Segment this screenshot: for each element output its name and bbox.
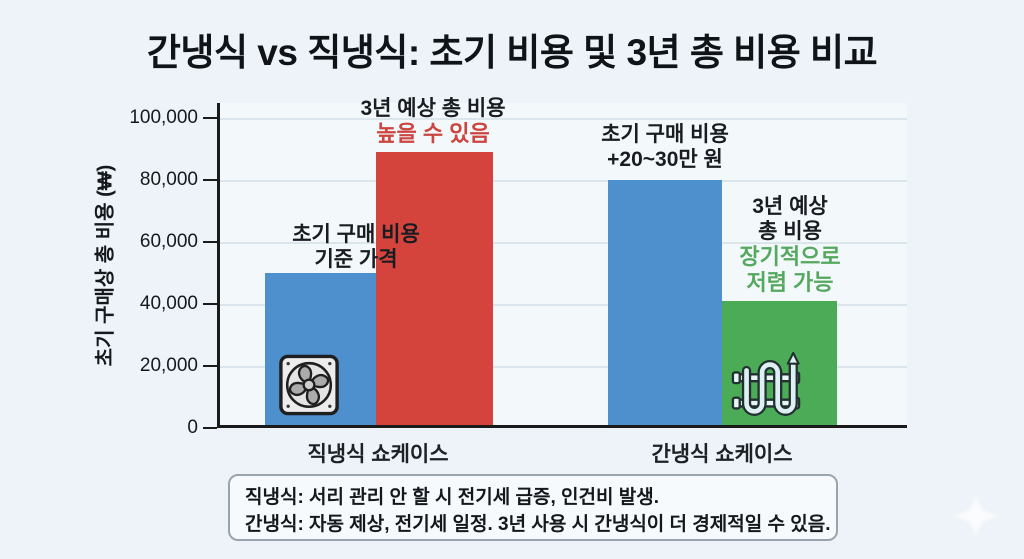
gridline bbox=[219, 180, 907, 182]
y-tick bbox=[203, 365, 217, 367]
gridline bbox=[219, 118, 907, 120]
page-title: 간냉식 vs 직냉식: 초기 비용 및 3년 총 비용 비교 bbox=[146, 32, 878, 73]
x-category-label-indirect: 간냉식 쇼케이스 bbox=[651, 443, 793, 466]
x-axis-line bbox=[217, 425, 907, 428]
y-tick bbox=[203, 427, 217, 429]
note-line-direct: 직냉식: 서리 관리 안 할 시 전기세 급증, 인건비 발생. bbox=[245, 487, 659, 508]
y-tick-label: 20,000 bbox=[139, 355, 198, 376]
y-axis-title: 초기 구매상 총 비용 (₩) bbox=[94, 164, 117, 366]
y-tick bbox=[203, 117, 217, 119]
annotation-direct-3yr: 3년 예상 총 비용 높을 수 있음 bbox=[360, 97, 506, 146]
annotation-indirect-3yr: 3년 예상 총 비용 장기적으로 저렴 가능 bbox=[739, 195, 841, 295]
gridline bbox=[219, 304, 907, 306]
exhaust-fan-icon bbox=[279, 354, 339, 416]
y-axis-line bbox=[217, 103, 220, 428]
note-box: 직냉식: 서리 관리 안 할 시 전기세 급증, 인건비 발생. 간냉식: 자동… bbox=[228, 474, 838, 541]
bar-indirect-initial-cost bbox=[608, 180, 722, 425]
y-tick-label: 0 bbox=[187, 417, 198, 438]
y-tick-label: 60,000 bbox=[139, 231, 198, 252]
gridline bbox=[219, 242, 907, 244]
y-tick-label: 40,000 bbox=[139, 293, 198, 314]
plot-area bbox=[217, 103, 907, 428]
x-category-label-direct: 직냉식 쇼케이스 bbox=[307, 443, 449, 466]
y-tick-label: 100,000 bbox=[129, 107, 198, 128]
note-line-indirect: 간냉식: 자동 제상, 전기세 일정. 3년 사용 시 간냉식이 더 경제적일 … bbox=[245, 514, 831, 536]
annotation-direct-initial: 초기 구매 비용 기준 가격 bbox=[292, 223, 420, 271]
sparkle-watermark-icon bbox=[952, 492, 1000, 540]
evaporator-coil-icon bbox=[731, 351, 801, 416]
y-tick bbox=[203, 303, 217, 305]
y-tick-label: 80,000 bbox=[139, 169, 198, 190]
y-tick bbox=[203, 179, 217, 181]
gridline bbox=[219, 366, 907, 368]
y-tick bbox=[203, 241, 217, 243]
annotation-indirect-initial: 초기 구매 비용 +20~30만 원 bbox=[601, 123, 729, 171]
bar-direct-3yr-total-cost bbox=[376, 152, 493, 425]
